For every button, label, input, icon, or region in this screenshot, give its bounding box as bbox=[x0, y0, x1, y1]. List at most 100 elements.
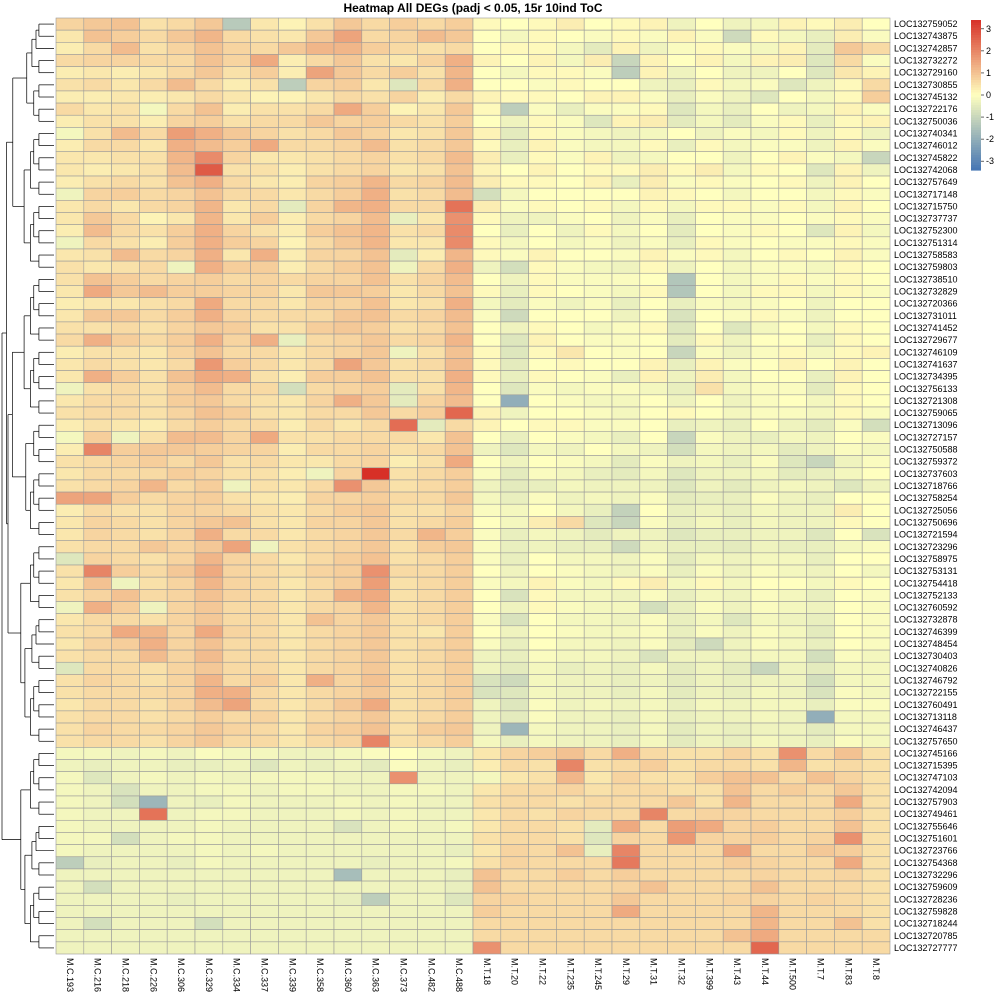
heatmap-cell bbox=[278, 917, 307, 930]
heatmap-cell bbox=[444, 406, 474, 420]
heatmap-cell bbox=[778, 589, 807, 602]
heatmap-cell bbox=[55, 163, 85, 177]
heatmap-cell bbox=[166, 503, 196, 517]
heatmap-cell bbox=[667, 552, 696, 566]
heatmap-cell bbox=[444, 345, 474, 359]
heatmap-cell bbox=[333, 272, 363, 286]
heatmap-cell bbox=[278, 819, 307, 833]
legend-swatch bbox=[971, 82, 981, 86]
heatmap-cell bbox=[111, 589, 140, 602]
heatmap-cell bbox=[389, 163, 418, 177]
heatmap-cell bbox=[861, 929, 891, 943]
heatmap-cell bbox=[361, 151, 390, 165]
legend-swatch bbox=[971, 110, 981, 114]
heatmap-cell bbox=[806, 941, 835, 955]
heatmap-cell bbox=[528, 747, 557, 760]
heatmap-cell bbox=[556, 90, 585, 104]
heatmap-cell bbox=[556, 503, 585, 517]
heatmap-cell bbox=[222, 151, 251, 165]
heatmap-cell bbox=[806, 467, 835, 481]
heatmap-cell bbox=[361, 297, 390, 311]
heatmap-cell bbox=[333, 479, 363, 493]
heatmap-cell bbox=[528, 114, 557, 128]
heatmap-cell bbox=[861, 880, 891, 894]
heatmap-cell bbox=[250, 637, 279, 651]
heatmap-cell bbox=[250, 905, 279, 918]
heatmap-cell bbox=[333, 358, 363, 371]
heatmap-cell bbox=[194, 868, 224, 882]
heatmap-cell bbox=[806, 394, 835, 408]
heatmap-cell bbox=[111, 832, 140, 845]
heatmap-cell bbox=[667, 418, 696, 432]
heatmap-cell bbox=[472, 248, 502, 262]
heatmap-cell bbox=[639, 467, 668, 481]
heatmap-cell bbox=[722, 309, 752, 323]
heatmap-cell bbox=[250, 929, 279, 943]
legend-swatch bbox=[971, 140, 981, 144]
heatmap-cell bbox=[834, 844, 863, 858]
heatmap-cell bbox=[389, 771, 418, 785]
heatmap-cell bbox=[278, 832, 307, 845]
row-label: LOC132750696 bbox=[894, 517, 958, 527]
heatmap-cell bbox=[166, 127, 196, 140]
row-label: LOC132742094 bbox=[894, 785, 958, 795]
heatmap-cell bbox=[722, 345, 752, 359]
heatmap-cell bbox=[417, 479, 446, 493]
heatmap-cell bbox=[556, 941, 585, 955]
heatmap-cell bbox=[305, 491, 335, 505]
heatmap-cell bbox=[305, 832, 335, 845]
heatmap-cell bbox=[834, 747, 863, 760]
heatmap-cell bbox=[611, 528, 641, 542]
heatmap-cell bbox=[667, 285, 696, 298]
heatmap-cell bbox=[806, 649, 835, 663]
heatmap-cell bbox=[500, 528, 529, 542]
heatmap-cell bbox=[389, 868, 418, 882]
heatmap-cell bbox=[639, 771, 668, 785]
heatmap-cell bbox=[111, 382, 140, 396]
heatmap-cell bbox=[305, 139, 335, 153]
heatmap-cell bbox=[305, 528, 335, 542]
heatmap-cell bbox=[389, 114, 418, 128]
heatmap-cell bbox=[583, 187, 613, 201]
heatmap-cell bbox=[333, 394, 363, 408]
heatmap-cell bbox=[333, 309, 363, 323]
heatmap-cell bbox=[305, 516, 335, 529]
heatmap-cell bbox=[222, 17, 251, 31]
heatmap-cell bbox=[222, 455, 251, 469]
heatmap-cell bbox=[667, 345, 696, 359]
legend-swatch bbox=[971, 20, 981, 24]
heatmap-cell bbox=[834, 309, 863, 323]
heatmap-cell bbox=[528, 710, 557, 724]
heatmap-cell bbox=[250, 443, 279, 456]
row-label: LOC132759052 bbox=[894, 19, 958, 29]
heatmap-cell bbox=[55, 127, 85, 140]
heatmap-cell bbox=[444, 661, 474, 675]
heatmap-cell bbox=[333, 212, 363, 225]
heatmap-cell bbox=[361, 528, 390, 542]
heatmap-cell bbox=[250, 807, 279, 821]
legend-swatch bbox=[971, 57, 981, 61]
heatmap-cell bbox=[166, 819, 196, 833]
heatmap-cell bbox=[444, 42, 474, 55]
heatmap-cell bbox=[194, 747, 224, 760]
heatmap-cell bbox=[333, 260, 363, 274]
heatmap-cell bbox=[695, 151, 724, 165]
heatmap-cell bbox=[722, 406, 752, 420]
heatmap-cell bbox=[389, 819, 418, 833]
heatmap-cell bbox=[194, 394, 224, 408]
heatmap-cell bbox=[778, 528, 807, 542]
heatmap-cell bbox=[417, 66, 446, 80]
heatmap-cell bbox=[639, 382, 668, 396]
heatmap-cell bbox=[500, 102, 529, 116]
heatmap-cell bbox=[194, 625, 224, 639]
heatmap-cell bbox=[361, 66, 390, 80]
heatmap-cell bbox=[583, 844, 613, 858]
heatmap-cell bbox=[361, 163, 390, 177]
heatmap-cell bbox=[361, 661, 390, 675]
heatmap-cell bbox=[722, 200, 752, 213]
heatmap-cell bbox=[500, 686, 529, 700]
heatmap-cell bbox=[55, 175, 85, 189]
heatmap-cell bbox=[472, 17, 502, 31]
legend-tick-label: 1 bbox=[986, 68, 991, 78]
heatmap-cell bbox=[861, 127, 891, 140]
